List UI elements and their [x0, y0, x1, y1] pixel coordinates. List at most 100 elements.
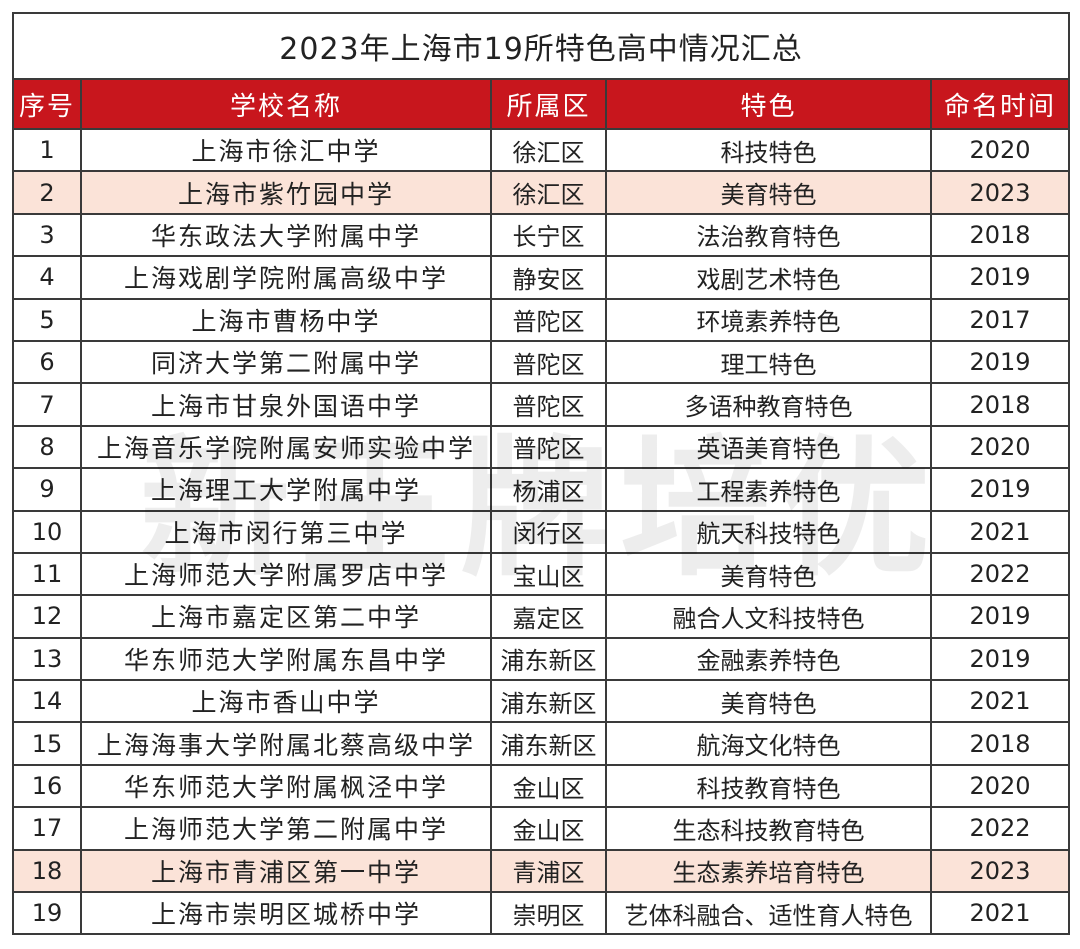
cell-district: 静安区 [490, 255, 607, 300]
table-row: 15 上海海事大学附属北蔡高级中学 浦东新区 航海文化特色 2018 [12, 721, 1071, 766]
cell-no: 17 [12, 806, 82, 851]
cell-no: 7 [12, 382, 82, 427]
cell-district: 浦东新区 [490, 721, 607, 766]
cell-feature: 美育特色 [605, 170, 932, 215]
cell-district: 普陀区 [490, 424, 607, 470]
table-row: 6 同济大学第二附属中学 普陀区 理工特色 2019 [12, 339, 1071, 385]
cell-school-name: 上海市闵行第三中学 [80, 509, 492, 554]
cell-no: 19 [12, 891, 82, 936]
cell-school-name: 华东师范大学附属东昌中学 [80, 636, 492, 682]
cell-no: 2 [12, 170, 82, 215]
cell-district: 闵行区 [490, 509, 607, 554]
cell-feature: 环境素养特色 [605, 297, 932, 342]
cell-year: 2021 [929, 509, 1071, 554]
cell-school-name: 华东政法大学附属中学 [80, 212, 492, 258]
header-school-name: 学校名称 [80, 78, 492, 130]
cell-school-name: 上海理工大学附属中学 [80, 467, 492, 512]
cell-year: 2023 [929, 848, 1071, 894]
cell-feature: 戏剧艺术特色 [605, 255, 932, 300]
cell-feature: 生态科技教育特色 [605, 806, 932, 851]
cell-year: 2022 [929, 551, 1071, 597]
cell-feature: 工程素养特色 [605, 467, 932, 512]
cell-feature: 英语美育特色 [605, 424, 932, 470]
cell-school-name: 上海海事大学附属北蔡高级中学 [80, 721, 492, 766]
cell-school-name: 上海音乐学院附属安师实验中学 [80, 424, 492, 470]
table-row: 4 上海戏剧学院附属高级中学 静安区 戏剧艺术特色 2019 [12, 255, 1071, 300]
header-feature: 特色 [605, 78, 932, 130]
cell-school-name: 上海市香山中学 [80, 679, 492, 724]
cell-feature: 美育特色 [605, 551, 932, 597]
cell-district: 长宁区 [490, 212, 607, 258]
cell-no: 16 [12, 763, 82, 809]
schools-table: 2023年上海市19所特色高中情况汇总 序号 学校名称 所属区 特色 命名时间 … [11, 12, 1071, 936]
table-row: 13 华东师范大学附属东昌中学 浦东新区 金融素养特色 2019 [12, 636, 1071, 682]
cell-no: 15 [12, 721, 82, 766]
cell-district: 金山区 [490, 806, 607, 851]
cell-year: 2019 [929, 467, 1071, 512]
cell-school-name: 上海市甘泉外国语中学 [80, 382, 492, 427]
header-year: 命名时间 [929, 78, 1071, 130]
cell-district: 徐汇区 [490, 127, 607, 173]
table-row: 5 上海市曹杨中学 普陀区 环境素养特色 2017 [12, 297, 1071, 342]
cell-year: 2019 [929, 636, 1071, 682]
cell-district: 青浦区 [490, 848, 607, 894]
cell-year: 2019 [929, 339, 1071, 385]
summary-table-container: 2023年上海市19所特色高中情况汇总 序号 学校名称 所属区 特色 命名时间 … [11, 12, 1071, 936]
cell-no: 3 [12, 212, 82, 258]
cell-year: 2021 [929, 891, 1071, 936]
cell-school-name: 上海戏剧学院附属高级中学 [80, 255, 492, 300]
cell-feature: 美育特色 [605, 679, 932, 724]
table-row: 16 华东师范大学附属枫泾中学 金山区 科技教育特色 2020 [12, 763, 1071, 809]
table-row: 8 上海音乐学院附属安师实验中学 普陀区 英语美育特色 2020 [12, 424, 1071, 470]
table-row: 11 上海师范大学附属罗店中学 宝山区 美育特色 2022 [12, 551, 1071, 597]
table-row: 12 上海市嘉定区第二中学 嘉定区 融合人文科技特色 2019 [12, 594, 1071, 639]
cell-district: 金山区 [490, 763, 607, 809]
cell-no: 18 [12, 848, 82, 894]
table-header-row: 序号 学校名称 所属区 特色 命名时间 [12, 78, 1071, 130]
cell-year: 2023 [929, 170, 1071, 215]
cell-district: 杨浦区 [490, 467, 607, 512]
cell-year: 2018 [929, 382, 1071, 427]
header-district: 所属区 [490, 78, 607, 130]
cell-year: 2021 [929, 679, 1071, 724]
cell-district: 徐汇区 [490, 170, 607, 215]
cell-feature: 生态素养培育特色 [605, 848, 932, 894]
table-row: 14 上海市香山中学 浦东新区 美育特色 2021 [12, 679, 1071, 724]
cell-district: 浦东新区 [490, 636, 607, 682]
cell-no: 10 [12, 509, 82, 554]
table-title-row: 2023年上海市19所特色高中情况汇总 [11, 12, 1071, 80]
cell-district: 普陀区 [490, 339, 607, 385]
cell-year: 2020 [929, 127, 1071, 173]
cell-year: 2019 [929, 594, 1071, 639]
cell-year: 2018 [929, 212, 1071, 258]
table-row: 1 上海市徐汇中学 徐汇区 科技特色 2020 [12, 127, 1071, 173]
cell-school-name: 上海师范大学附属罗店中学 [80, 551, 492, 597]
cell-feature: 理工特色 [605, 339, 932, 385]
cell-feature: 金融素养特色 [605, 636, 932, 682]
table-title: 2023年上海市19所特色高中情况汇总 [11, 12, 1071, 80]
cell-feature: 法治教育特色 [605, 212, 932, 258]
cell-school-name: 上海市徐汇中学 [80, 127, 492, 173]
cell-school-name: 上海市崇明区城桥中学 [80, 891, 492, 936]
cell-year: 2018 [929, 721, 1071, 766]
table-row: 18 上海市青浦区第一中学 青浦区 生态素养培育特色 2023 [12, 848, 1071, 894]
cell-district: 宝山区 [490, 551, 607, 597]
cell-no: 5 [12, 297, 82, 342]
cell-district: 崇明区 [490, 891, 607, 936]
cell-no: 8 [12, 424, 82, 470]
cell-school-name: 上海市嘉定区第二中学 [80, 594, 492, 639]
cell-school-name: 上海师范大学第二附属中学 [80, 806, 492, 851]
cell-no: 6 [12, 339, 82, 385]
cell-district: 普陀区 [490, 382, 607, 427]
cell-no: 9 [12, 467, 82, 512]
cell-year: 2020 [929, 763, 1071, 809]
cell-feature: 航天科技特色 [605, 509, 932, 554]
table-row: 17 上海师范大学第二附属中学 金山区 生态科技教育特色 2022 [12, 806, 1071, 851]
cell-feature: 科技教育特色 [605, 763, 932, 809]
cell-no: 11 [12, 551, 82, 597]
cell-year: 2017 [929, 297, 1071, 342]
table-row: 9 上海理工大学附属中学 杨浦区 工程素养特色 2019 [12, 467, 1071, 512]
cell-school-name: 上海市紫竹园中学 [80, 170, 492, 215]
cell-school-name: 上海市曹杨中学 [80, 297, 492, 342]
table-row: 7 上海市甘泉外国语中学 普陀区 多语种教育特色 2018 [12, 382, 1071, 427]
